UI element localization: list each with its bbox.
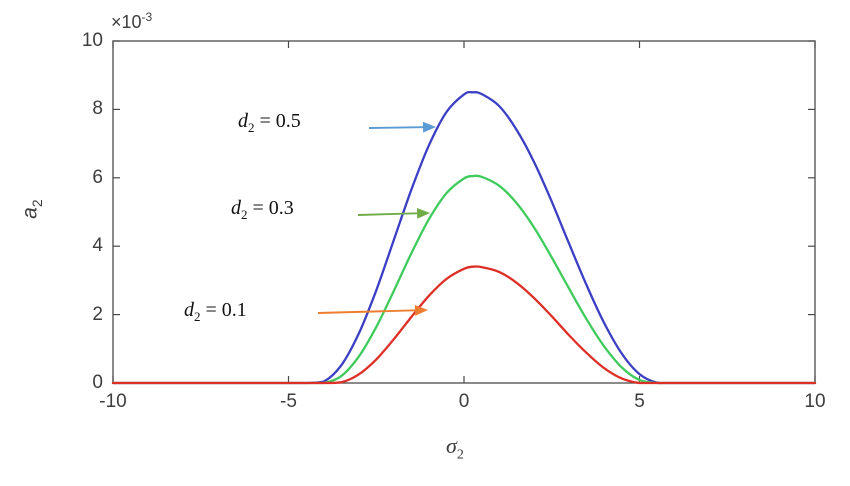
y-tick-label: 0	[92, 372, 103, 393]
annotation-arrowhead-d2-0.1	[414, 305, 428, 316]
annotation-label-d2-0.5: d2 = 0.5	[238, 110, 301, 136]
annotation-value: = 0.1	[200, 299, 247, 321]
plot-box	[112, 40, 816, 384]
y-tick-label: 8	[92, 98, 103, 120]
x-axis-label-subscript: 2	[456, 447, 464, 463]
annotation-value: = 0.5	[254, 110, 301, 132]
annotation-arrow-line-d2-0.5	[368, 126, 424, 129]
x-tick-label: -10	[99, 391, 127, 412]
annotation-label-d2-0.1: d2 = 0.1	[184, 299, 247, 325]
annotation-arrowhead-d2-0.5	[422, 121, 436, 133]
annotation-arrow-line-d2-0.3	[357, 212, 418, 216]
curve-d2=0.3	[111, 174, 817, 385]
y-axis-label-base: a	[18, 207, 42, 219]
annotation-subscript: 2	[241, 207, 248, 222]
y-axis-label-subscript: 2	[28, 199, 45, 208]
annotation-arrowhead-d2-0.3	[416, 208, 430, 219]
curve-d2=0.1	[111, 265, 817, 385]
annotation-variable: d	[238, 110, 248, 132]
x-tick-label: -5	[280, 391, 297, 412]
y-tick-label: 6	[92, 166, 103, 188]
x-axis-label-base: σ	[446, 433, 457, 458]
y-tick-label: 10	[81, 30, 103, 51]
x-axis-label: σ2	[446, 433, 464, 463]
x-tick-label: 5	[634, 391, 645, 412]
y-tick-label: 4	[92, 235, 103, 257]
y-multiplier-exponent: -3	[141, 10, 153, 24]
y-axis-multiplier: ×10-3	[111, 10, 152, 33]
x-tick-label: 0	[458, 391, 470, 412]
annotation-label-d2-0.3: d2 = 0.3	[231, 197, 294, 223]
y-multiplier-base: ×10	[111, 12, 142, 32]
annotation-value: = 0.3	[247, 197, 294, 219]
y-tick-label: 2	[92, 303, 103, 325]
annotation-subscript: 2	[194, 309, 201, 324]
annotation-arrow-line-d2-0.1	[317, 309, 416, 314]
annotation-subscript: 2	[248, 120, 255, 135]
y-axis-label: a2	[19, 199, 45, 218]
curve-d2=0.5	[111, 90, 817, 385]
annotation-variable: d	[184, 299, 194, 321]
x-tick-label: 10	[804, 391, 826, 412]
annotation-variable: d	[231, 197, 241, 219]
